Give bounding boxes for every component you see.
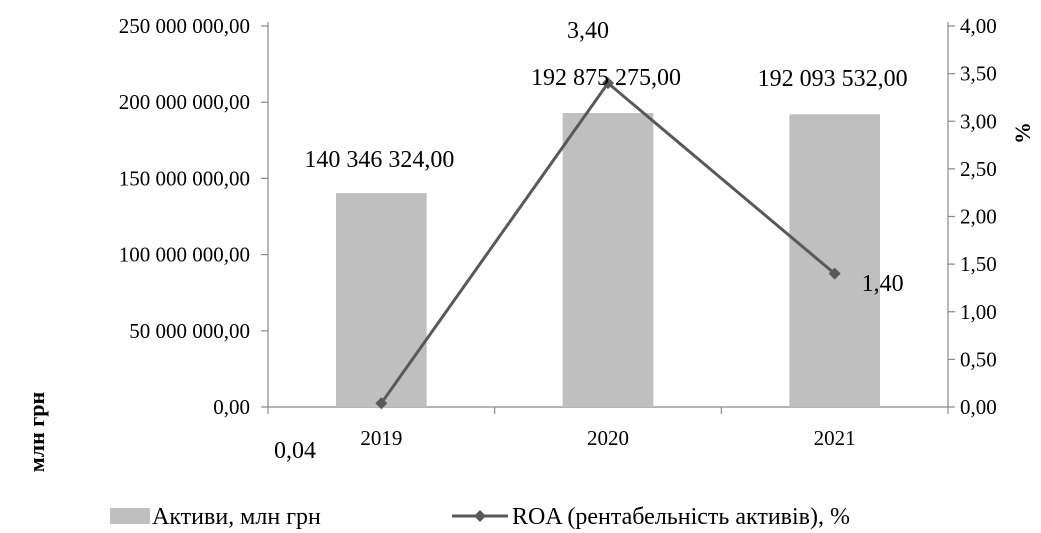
right-tick-label: 0,50 (960, 347, 997, 371)
x-tick-label: 2021 (814, 426, 856, 450)
right-tick-label: 4,00 (960, 14, 997, 38)
left-axis-label: млн грн (24, 391, 49, 472)
line-data-label: 1,40 (862, 271, 904, 297)
left-tick-label: 0,00 (213, 395, 250, 419)
bar-data-label: 140 346 324,00 (304, 147, 454, 173)
left-tick-label: 250 000 000,00 (119, 14, 250, 38)
left-tick-label: 200 000 000,00 (119, 90, 250, 114)
roa-point (828, 267, 841, 280)
legend: Активи, млн грн ROA (рентабельність акти… (110, 504, 850, 530)
legend-label-bars: Активи, млн грн (152, 504, 321, 530)
x-tick-label: 2020 (587, 426, 629, 450)
bar-data-label: 192 093 532,00 (758, 66, 908, 92)
line-data-label: 3,40 (567, 18, 609, 44)
left-tick-label: 50 000 000,00 (129, 319, 250, 343)
right-tick-label: 3,50 (960, 62, 997, 86)
right-tick-label: 1,00 (960, 300, 997, 324)
legend-swatch-bars (110, 508, 150, 524)
bar-data-label: 192 875 275,00 (531, 65, 681, 91)
right-tick-label: 2,00 (960, 205, 997, 229)
legend-label-line: ROA (рентабельність активів), % (512, 504, 850, 530)
left-tick-label: 100 000 000,00 (119, 243, 250, 267)
right-tick-label: 1,50 (960, 252, 997, 276)
legend-swatch-marker (474, 510, 486, 522)
x-tick-label: 2019 (360, 426, 402, 450)
roa-point (602, 77, 614, 90)
bar (562, 113, 654, 408)
right-tick-label: 3,00 (960, 109, 997, 133)
bar (336, 193, 427, 407)
left-tick-label: 150 000 000,00 (119, 166, 250, 190)
roa-point (375, 397, 388, 410)
right-axis-label: % (1010, 122, 1035, 144)
line-data-label: 0,04 (274, 438, 316, 464)
right-tick-label: 0,00 (960, 395, 997, 419)
axes: 0,00 50 000 000,00 100 000 000,00 150 000 0… (119, 14, 997, 450)
data-labels: 140 346 324,00 192 875 275,00 192 093 532,… (274, 18, 908, 464)
bar (789, 114, 880, 408)
right-tick-label: 2,50 (960, 157, 997, 181)
line-series (375, 77, 841, 410)
bar-series (336, 113, 880, 408)
